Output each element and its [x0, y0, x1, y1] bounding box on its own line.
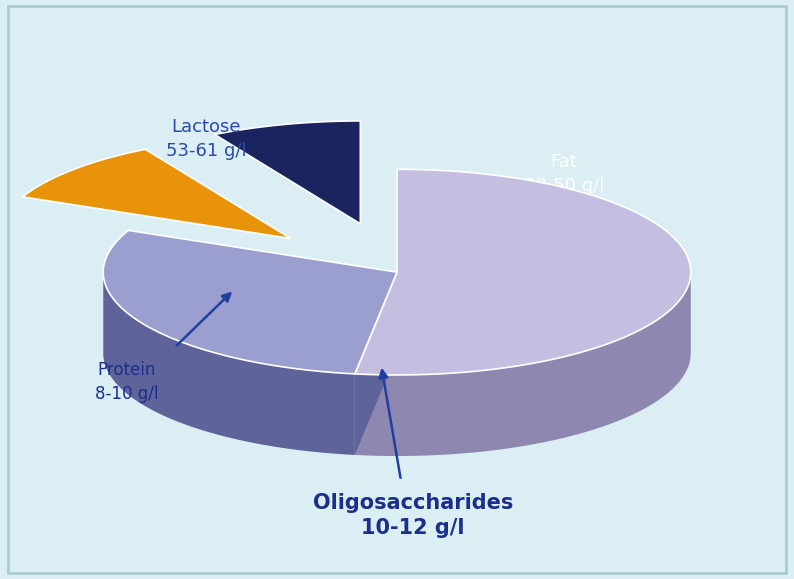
Text: Lactose
53-61 g/l: Lactose 53-61 g/l: [166, 118, 247, 160]
Polygon shape: [355, 272, 397, 455]
Polygon shape: [103, 270, 355, 455]
Polygon shape: [22, 149, 291, 239]
Text: Protein
8-10 g/l: Protein 8-10 g/l: [95, 361, 159, 403]
Text: Fat
30-50 g/l: Fat 30-50 g/l: [523, 153, 604, 195]
Text: Oligosaccharides
10-12 g/l: Oligosaccharides 10-12 g/l: [313, 493, 513, 538]
Polygon shape: [214, 121, 360, 223]
Polygon shape: [355, 272, 397, 455]
Polygon shape: [103, 230, 397, 374]
Polygon shape: [355, 273, 691, 456]
Polygon shape: [355, 169, 691, 375]
